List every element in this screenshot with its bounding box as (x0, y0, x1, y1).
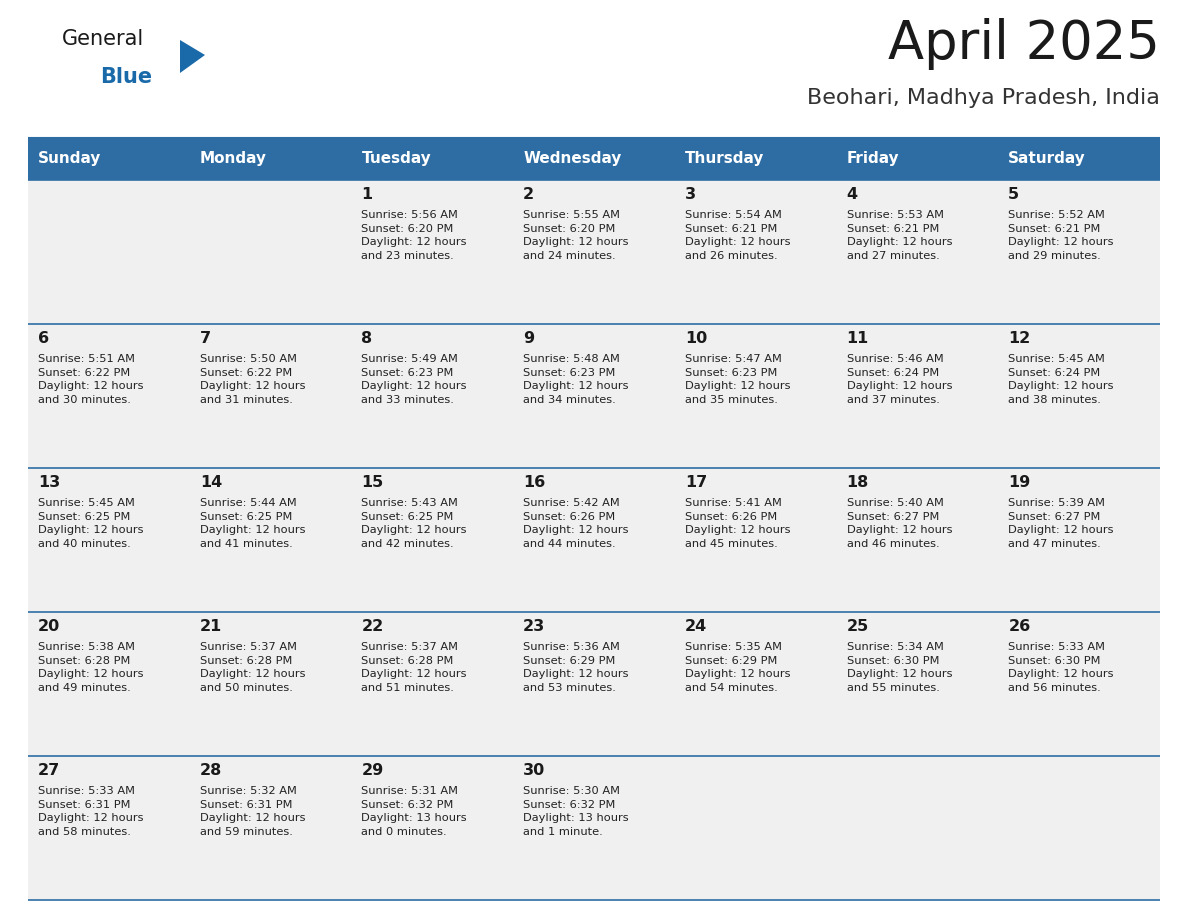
Text: Sunrise: 5:36 AM
Sunset: 6:29 PM
Daylight: 12 hours
and 53 minutes.: Sunrise: 5:36 AM Sunset: 6:29 PM Dayligh… (523, 642, 628, 693)
Text: Friday: Friday (847, 151, 899, 166)
Polygon shape (181, 40, 206, 73)
Text: 27: 27 (38, 763, 61, 778)
Text: Beohari, Madhya Pradesh, India: Beohari, Madhya Pradesh, India (807, 88, 1159, 108)
Text: Sunrise: 5:34 AM
Sunset: 6:30 PM
Daylight: 12 hours
and 55 minutes.: Sunrise: 5:34 AM Sunset: 6:30 PM Dayligh… (847, 642, 952, 693)
Text: Sunrise: 5:48 AM
Sunset: 6:23 PM
Daylight: 12 hours
and 34 minutes.: Sunrise: 5:48 AM Sunset: 6:23 PM Dayligh… (523, 354, 628, 405)
Text: Sunrise: 5:51 AM
Sunset: 6:22 PM
Daylight: 12 hours
and 30 minutes.: Sunrise: 5:51 AM Sunset: 6:22 PM Dayligh… (38, 354, 144, 405)
FancyBboxPatch shape (513, 138, 675, 180)
Text: 22: 22 (361, 619, 384, 634)
Text: Sunrise: 5:49 AM
Sunset: 6:23 PM
Daylight: 12 hours
and 33 minutes.: Sunrise: 5:49 AM Sunset: 6:23 PM Dayligh… (361, 354, 467, 405)
Text: 19: 19 (1009, 475, 1030, 490)
Text: Sunrise: 5:45 AM
Sunset: 6:25 PM
Daylight: 12 hours
and 40 minutes.: Sunrise: 5:45 AM Sunset: 6:25 PM Dayligh… (38, 498, 144, 549)
FancyBboxPatch shape (998, 138, 1159, 180)
Text: 16: 16 (523, 475, 545, 490)
Text: Sunrise: 5:46 AM
Sunset: 6:24 PM
Daylight: 12 hours
and 37 minutes.: Sunrise: 5:46 AM Sunset: 6:24 PM Dayligh… (847, 354, 952, 405)
Bar (29, 180, 1159, 324)
Text: Monday: Monday (200, 151, 267, 166)
Text: 15: 15 (361, 475, 384, 490)
Text: Sunrise: 5:30 AM
Sunset: 6:32 PM
Daylight: 13 hours
and 1 minute.: Sunrise: 5:30 AM Sunset: 6:32 PM Dayligh… (523, 786, 628, 837)
FancyBboxPatch shape (190, 138, 352, 180)
Text: 24: 24 (684, 619, 707, 634)
Text: 11: 11 (847, 331, 868, 346)
Text: Sunrise: 5:33 AM
Sunset: 6:31 PM
Daylight: 12 hours
and 58 minutes.: Sunrise: 5:33 AM Sunset: 6:31 PM Dayligh… (38, 786, 144, 837)
Text: 5: 5 (1009, 187, 1019, 202)
Bar (29, 612, 1159, 756)
Text: 6: 6 (38, 331, 49, 346)
Text: Sunrise: 5:31 AM
Sunset: 6:32 PM
Daylight: 13 hours
and 0 minutes.: Sunrise: 5:31 AM Sunset: 6:32 PM Dayligh… (361, 786, 467, 837)
Text: Sunrise: 5:41 AM
Sunset: 6:26 PM
Daylight: 12 hours
and 45 minutes.: Sunrise: 5:41 AM Sunset: 6:26 PM Dayligh… (684, 498, 790, 549)
Text: 18: 18 (847, 475, 868, 490)
FancyBboxPatch shape (29, 138, 190, 180)
Text: 9: 9 (523, 331, 535, 346)
Bar (29, 468, 1159, 612)
Text: Sunrise: 5:56 AM
Sunset: 6:20 PM
Daylight: 12 hours
and 23 minutes.: Sunrise: 5:56 AM Sunset: 6:20 PM Dayligh… (361, 210, 467, 261)
Text: 21: 21 (200, 619, 222, 634)
Text: 25: 25 (847, 619, 868, 634)
Text: 13: 13 (38, 475, 61, 490)
Text: 1: 1 (361, 187, 373, 202)
Text: Sunrise: 5:42 AM
Sunset: 6:26 PM
Daylight: 12 hours
and 44 minutes.: Sunrise: 5:42 AM Sunset: 6:26 PM Dayligh… (523, 498, 628, 549)
Text: Sunrise: 5:37 AM
Sunset: 6:28 PM
Daylight: 12 hours
and 51 minutes.: Sunrise: 5:37 AM Sunset: 6:28 PM Dayligh… (361, 642, 467, 693)
Text: Sunrise: 5:35 AM
Sunset: 6:29 PM
Daylight: 12 hours
and 54 minutes.: Sunrise: 5:35 AM Sunset: 6:29 PM Dayligh… (684, 642, 790, 693)
Text: Sunrise: 5:45 AM
Sunset: 6:24 PM
Daylight: 12 hours
and 38 minutes.: Sunrise: 5:45 AM Sunset: 6:24 PM Dayligh… (1009, 354, 1114, 405)
Text: 20: 20 (38, 619, 61, 634)
Text: Sunrise: 5:52 AM
Sunset: 6:21 PM
Daylight: 12 hours
and 29 minutes.: Sunrise: 5:52 AM Sunset: 6:21 PM Dayligh… (1009, 210, 1114, 261)
Text: 7: 7 (200, 331, 210, 346)
Text: 17: 17 (684, 475, 707, 490)
Text: Sunday: Sunday (38, 151, 101, 166)
Text: 14: 14 (200, 475, 222, 490)
Text: Sunrise: 5:37 AM
Sunset: 6:28 PM
Daylight: 12 hours
and 50 minutes.: Sunrise: 5:37 AM Sunset: 6:28 PM Dayligh… (200, 642, 305, 693)
Text: 2: 2 (523, 187, 535, 202)
Text: Sunrise: 5:32 AM
Sunset: 6:31 PM
Daylight: 12 hours
and 59 minutes.: Sunrise: 5:32 AM Sunset: 6:31 PM Dayligh… (200, 786, 305, 837)
Text: Sunrise: 5:54 AM
Sunset: 6:21 PM
Daylight: 12 hours
and 26 minutes.: Sunrise: 5:54 AM Sunset: 6:21 PM Dayligh… (684, 210, 790, 261)
Text: 26: 26 (1009, 619, 1030, 634)
Text: 30: 30 (523, 763, 545, 778)
Text: Wednesday: Wednesday (523, 151, 621, 166)
FancyBboxPatch shape (675, 138, 836, 180)
Text: Blue: Blue (100, 67, 152, 87)
Bar (29, 324, 1159, 468)
Text: 8: 8 (361, 331, 373, 346)
Text: Sunrise: 5:55 AM
Sunset: 6:20 PM
Daylight: 12 hours
and 24 minutes.: Sunrise: 5:55 AM Sunset: 6:20 PM Dayligh… (523, 210, 628, 261)
Text: Sunrise: 5:39 AM
Sunset: 6:27 PM
Daylight: 12 hours
and 47 minutes.: Sunrise: 5:39 AM Sunset: 6:27 PM Dayligh… (1009, 498, 1114, 549)
Text: Sunrise: 5:47 AM
Sunset: 6:23 PM
Daylight: 12 hours
and 35 minutes.: Sunrise: 5:47 AM Sunset: 6:23 PM Dayligh… (684, 354, 790, 405)
Text: 12: 12 (1009, 331, 1030, 346)
Text: Saturday: Saturday (1009, 151, 1086, 166)
Text: Sunrise: 5:50 AM
Sunset: 6:22 PM
Daylight: 12 hours
and 31 minutes.: Sunrise: 5:50 AM Sunset: 6:22 PM Dayligh… (200, 354, 305, 405)
Text: Thursday: Thursday (684, 151, 764, 166)
Text: Sunrise: 5:33 AM
Sunset: 6:30 PM
Daylight: 12 hours
and 56 minutes.: Sunrise: 5:33 AM Sunset: 6:30 PM Dayligh… (1009, 642, 1114, 693)
Bar (29, 756, 1159, 900)
Text: General: General (62, 29, 144, 49)
Text: Sunrise: 5:44 AM
Sunset: 6:25 PM
Daylight: 12 hours
and 41 minutes.: Sunrise: 5:44 AM Sunset: 6:25 PM Dayligh… (200, 498, 305, 549)
Text: 28: 28 (200, 763, 222, 778)
Text: Sunrise: 5:40 AM
Sunset: 6:27 PM
Daylight: 12 hours
and 46 minutes.: Sunrise: 5:40 AM Sunset: 6:27 PM Dayligh… (847, 498, 952, 549)
Text: 4: 4 (847, 187, 858, 202)
Text: Sunrise: 5:53 AM
Sunset: 6:21 PM
Daylight: 12 hours
and 27 minutes.: Sunrise: 5:53 AM Sunset: 6:21 PM Dayligh… (847, 210, 952, 261)
Text: Sunrise: 5:38 AM
Sunset: 6:28 PM
Daylight: 12 hours
and 49 minutes.: Sunrise: 5:38 AM Sunset: 6:28 PM Dayligh… (38, 642, 144, 693)
Text: 10: 10 (684, 331, 707, 346)
Text: 3: 3 (684, 187, 696, 202)
Text: 29: 29 (361, 763, 384, 778)
Text: 23: 23 (523, 619, 545, 634)
Text: Sunrise: 5:43 AM
Sunset: 6:25 PM
Daylight: 12 hours
and 42 minutes.: Sunrise: 5:43 AM Sunset: 6:25 PM Dayligh… (361, 498, 467, 549)
FancyBboxPatch shape (836, 138, 998, 180)
Text: Tuesday: Tuesday (361, 151, 431, 166)
FancyBboxPatch shape (352, 138, 513, 180)
Text: April 2025: April 2025 (889, 18, 1159, 70)
